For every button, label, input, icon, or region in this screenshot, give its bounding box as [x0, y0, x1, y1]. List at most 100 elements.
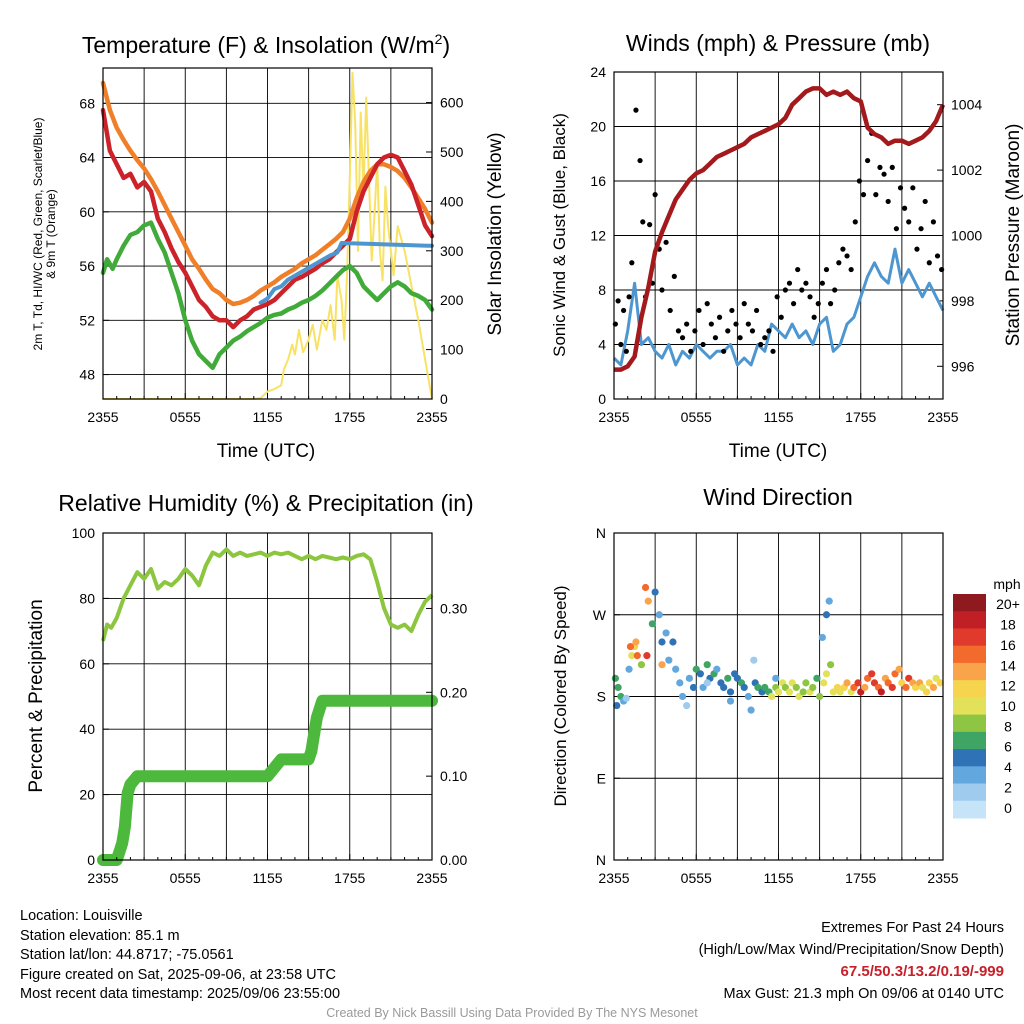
insolation-y-tick-label: 400: [440, 193, 464, 209]
insolation-y-label: Solar Insolation (Yellow): [485, 132, 506, 335]
credit-line: Created By Nick Bassill Using Data Provi…: [326, 1006, 698, 1020]
insolation-y-tick-label: 600: [440, 95, 464, 111]
winds-y-label: Sonic Wind & Gust (Blue, Black): [550, 113, 569, 357]
wind-gust-point: [803, 280, 809, 286]
colorbar-swatch: [953, 731, 986, 750]
wind-direction-point: [740, 683, 748, 692]
wind-direction-point: [625, 665, 633, 673]
temperature-y-tick-label: 60: [79, 204, 95, 220]
wind-gust-point: [918, 226, 924, 232]
wind-direction-point: [822, 670, 831, 678]
humidity-x-tick-label: 1155: [252, 870, 282, 886]
winds-y-tick-label: 20: [590, 119, 606, 135]
winds-x-label: Time (UTC): [729, 441, 828, 462]
wind-gust-point: [637, 157, 643, 164]
wind-direction-point: [658, 638, 666, 646]
wind-direction-point: [802, 679, 810, 687]
precip-y-tick-label: 0.30: [440, 600, 467, 616]
wind-gust-point: [860, 192, 867, 198]
wind-gust-point: [684, 321, 690, 327]
colorbar-swatch: [953, 680, 986, 698]
colorbar-swatch: [953, 800, 986, 819]
wind-direction-point: [724, 674, 732, 682]
pressure-y-label: Station Pressure (Maroon): [1003, 124, 1024, 347]
wind-direction-point: [713, 665, 721, 673]
pressure-y-tick-label: 998: [951, 293, 975, 309]
winds-panel: Winds (mph) & Pressure (mb) 0 4 8 12 16 20 24 9…: [550, 30, 1024, 462]
wind-direction-point: [785, 688, 794, 696]
colorbar-swatch: [953, 697, 986, 716]
colorbar-swatch: [953, 783, 986, 802]
temperature-y-tick-label: 52: [79, 312, 95, 328]
wind-gust-point: [865, 157, 871, 164]
colorbar-label: 8: [1004, 718, 1012, 734]
winds-y-tick-label: 12: [590, 228, 606, 244]
winds-y-tick-label: 0: [598, 391, 606, 407]
wind-direction-point: [665, 656, 673, 664]
wind-direction-point: [632, 638, 640, 646]
colorbar-title: mph: [993, 576, 1020, 592]
wind-direction-point: [672, 665, 680, 673]
wind-gust-point: [873, 192, 879, 198]
temperature-y-tick-label: 68: [79, 95, 95, 111]
precip-y-tick-label: 0.10: [440, 768, 467, 784]
wind-direction-point: [902, 683, 910, 692]
wind-direction-point: [843, 679, 851, 687]
colorbar-swatch: [953, 628, 986, 647]
winds-y-tick-label: 4: [598, 337, 606, 353]
wind-gust-point: [675, 328, 682, 334]
pressure-series-line: [614, 86, 946, 372]
humidity-y-label: Percent & Precipitation: [26, 599, 47, 792]
colorbar-label: 6: [1004, 739, 1012, 755]
temperature-chart-title: Temperature (F) & Insolation (W/m2): [82, 31, 450, 58]
wind-speed-colorbar: mph 20+ 18 16 14 12 10 8 6 4 2 0: [953, 576, 1021, 819]
wind-gust-point: [741, 301, 747, 307]
extremes-subtitle: (High/Low/Max Wind/Precipitation/Snow De…: [698, 942, 1004, 958]
pressure-y-tick-label: 1000: [951, 228, 982, 244]
wind-direction-point: [658, 661, 666, 669]
wind-direction-point: [641, 583, 650, 592]
wind-gust-point: [753, 307, 760, 314]
wind-gust-point: [881, 171, 887, 177]
wind-gust-point: [652, 192, 658, 198]
wind-direction-point: [809, 683, 817, 692]
wind-gust-point: [852, 219, 858, 225]
winds-x-tick-label: 2355: [598, 409, 629, 425]
wind-direction-point: [768, 692, 776, 701]
wind-direction-point: [644, 597, 652, 605]
insolation-series-line: [102, 71, 433, 400]
temperature-frame: [102, 67, 433, 400]
colorbar-label: 16: [1000, 637, 1016, 653]
wind-direction-point: [929, 683, 938, 692]
wind-direction-y-tick-label: S: [597, 689, 606, 705]
wind-gust-point: [704, 301, 710, 307]
wind-direction-point: [611, 674, 619, 682]
wind-direction-point: [648, 620, 656, 628]
wind-gust-point: [836, 260, 842, 266]
humidity-y-tick-label: 80: [79, 590, 95, 606]
wind-direction-point: [747, 706, 755, 714]
wind-direction-x-tick-label: 1755: [845, 870, 876, 886]
pressure-y-tick-label: 1002: [951, 162, 982, 178]
wind-gust-point: [770, 348, 776, 354]
humidity-x-tick-label: 1755: [334, 870, 365, 886]
wind-gust-point: [725, 328, 731, 334]
humidity-x-tick-label: 2355: [87, 870, 118, 886]
wind-gust-point: [696, 307, 702, 314]
temperature-y-tick-label: 56: [79, 258, 95, 274]
wind-gust-point: [811, 314, 817, 320]
wind-gust-point: [620, 307, 627, 314]
wind-gust-point: [786, 280, 793, 286]
wind-direction-point: [669, 638, 677, 646]
wind-direction-point: [633, 652, 641, 660]
temperature-y-tick-label: 48: [79, 367, 95, 383]
wind-direction-point: [799, 688, 807, 696]
colorbar-swatch: [953, 662, 986, 681]
wind-gust-point: [832, 287, 838, 293]
temperature-y-label-line1: 2m T, Td, HI/WC (Red, Green, Scarlet/Blu…: [31, 118, 45, 351]
humidity-x-tick-label: 0555: [170, 870, 201, 886]
wind-direction-y-tick-label: N: [596, 525, 606, 541]
wind-gust-point: [629, 260, 635, 266]
wind-direction-y-tick-label: E: [597, 770, 606, 786]
colorbar-label: 14: [1000, 657, 1016, 673]
